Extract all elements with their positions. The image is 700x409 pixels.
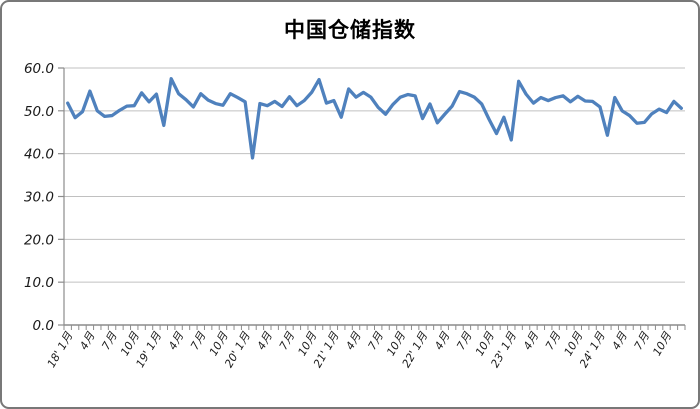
x-tick-label: 4月: [77, 329, 98, 352]
x-tick-label: 4月: [432, 329, 453, 352]
x-tick-label: 4月: [343, 329, 364, 352]
gridlines: [64, 67, 685, 283]
y-tick-label: 20.0: [24, 232, 54, 248]
x-tick-label: 7月: [454, 329, 475, 352]
x-tick-label: 7月: [277, 329, 298, 352]
x-tick-label: 7月: [99, 329, 120, 352]
y-axis-labels: 0.0 10.0 20.0 30.0 40.0 50.0 60.0: [24, 61, 54, 334]
y-tick-label: 0.0: [33, 318, 54, 334]
x-tick-label: 7月: [188, 329, 209, 352]
y-tick-label: 50.0: [24, 104, 54, 120]
series-line: [66, 77, 683, 160]
x-tick-label: 7月: [632, 329, 653, 352]
x-tick-label: 7月: [366, 329, 387, 352]
y-tick-label: 30.0: [24, 190, 54, 206]
x-tick-label: 4月: [521, 329, 542, 352]
y-tick-label: 60.0: [24, 61, 54, 77]
x-tick-label: 7月: [543, 329, 564, 352]
x-tick-label: 18' 1月: [45, 329, 76, 370]
series: [66, 77, 683, 160]
x-tick-label: 4月: [610, 329, 631, 352]
y-tick-label: 10.0: [24, 275, 54, 291]
x-tick-label: 4月: [166, 329, 187, 352]
chart-title: 中国仓储指数: [284, 18, 416, 42]
x-tick-label: 10月: [650, 329, 674, 358]
y-tick-label: 40.0: [24, 147, 54, 163]
y-axis-ticks: [58, 67, 64, 326]
x-tick-label: 4月: [255, 329, 276, 352]
x-axis-ticks: [63, 325, 686, 330]
